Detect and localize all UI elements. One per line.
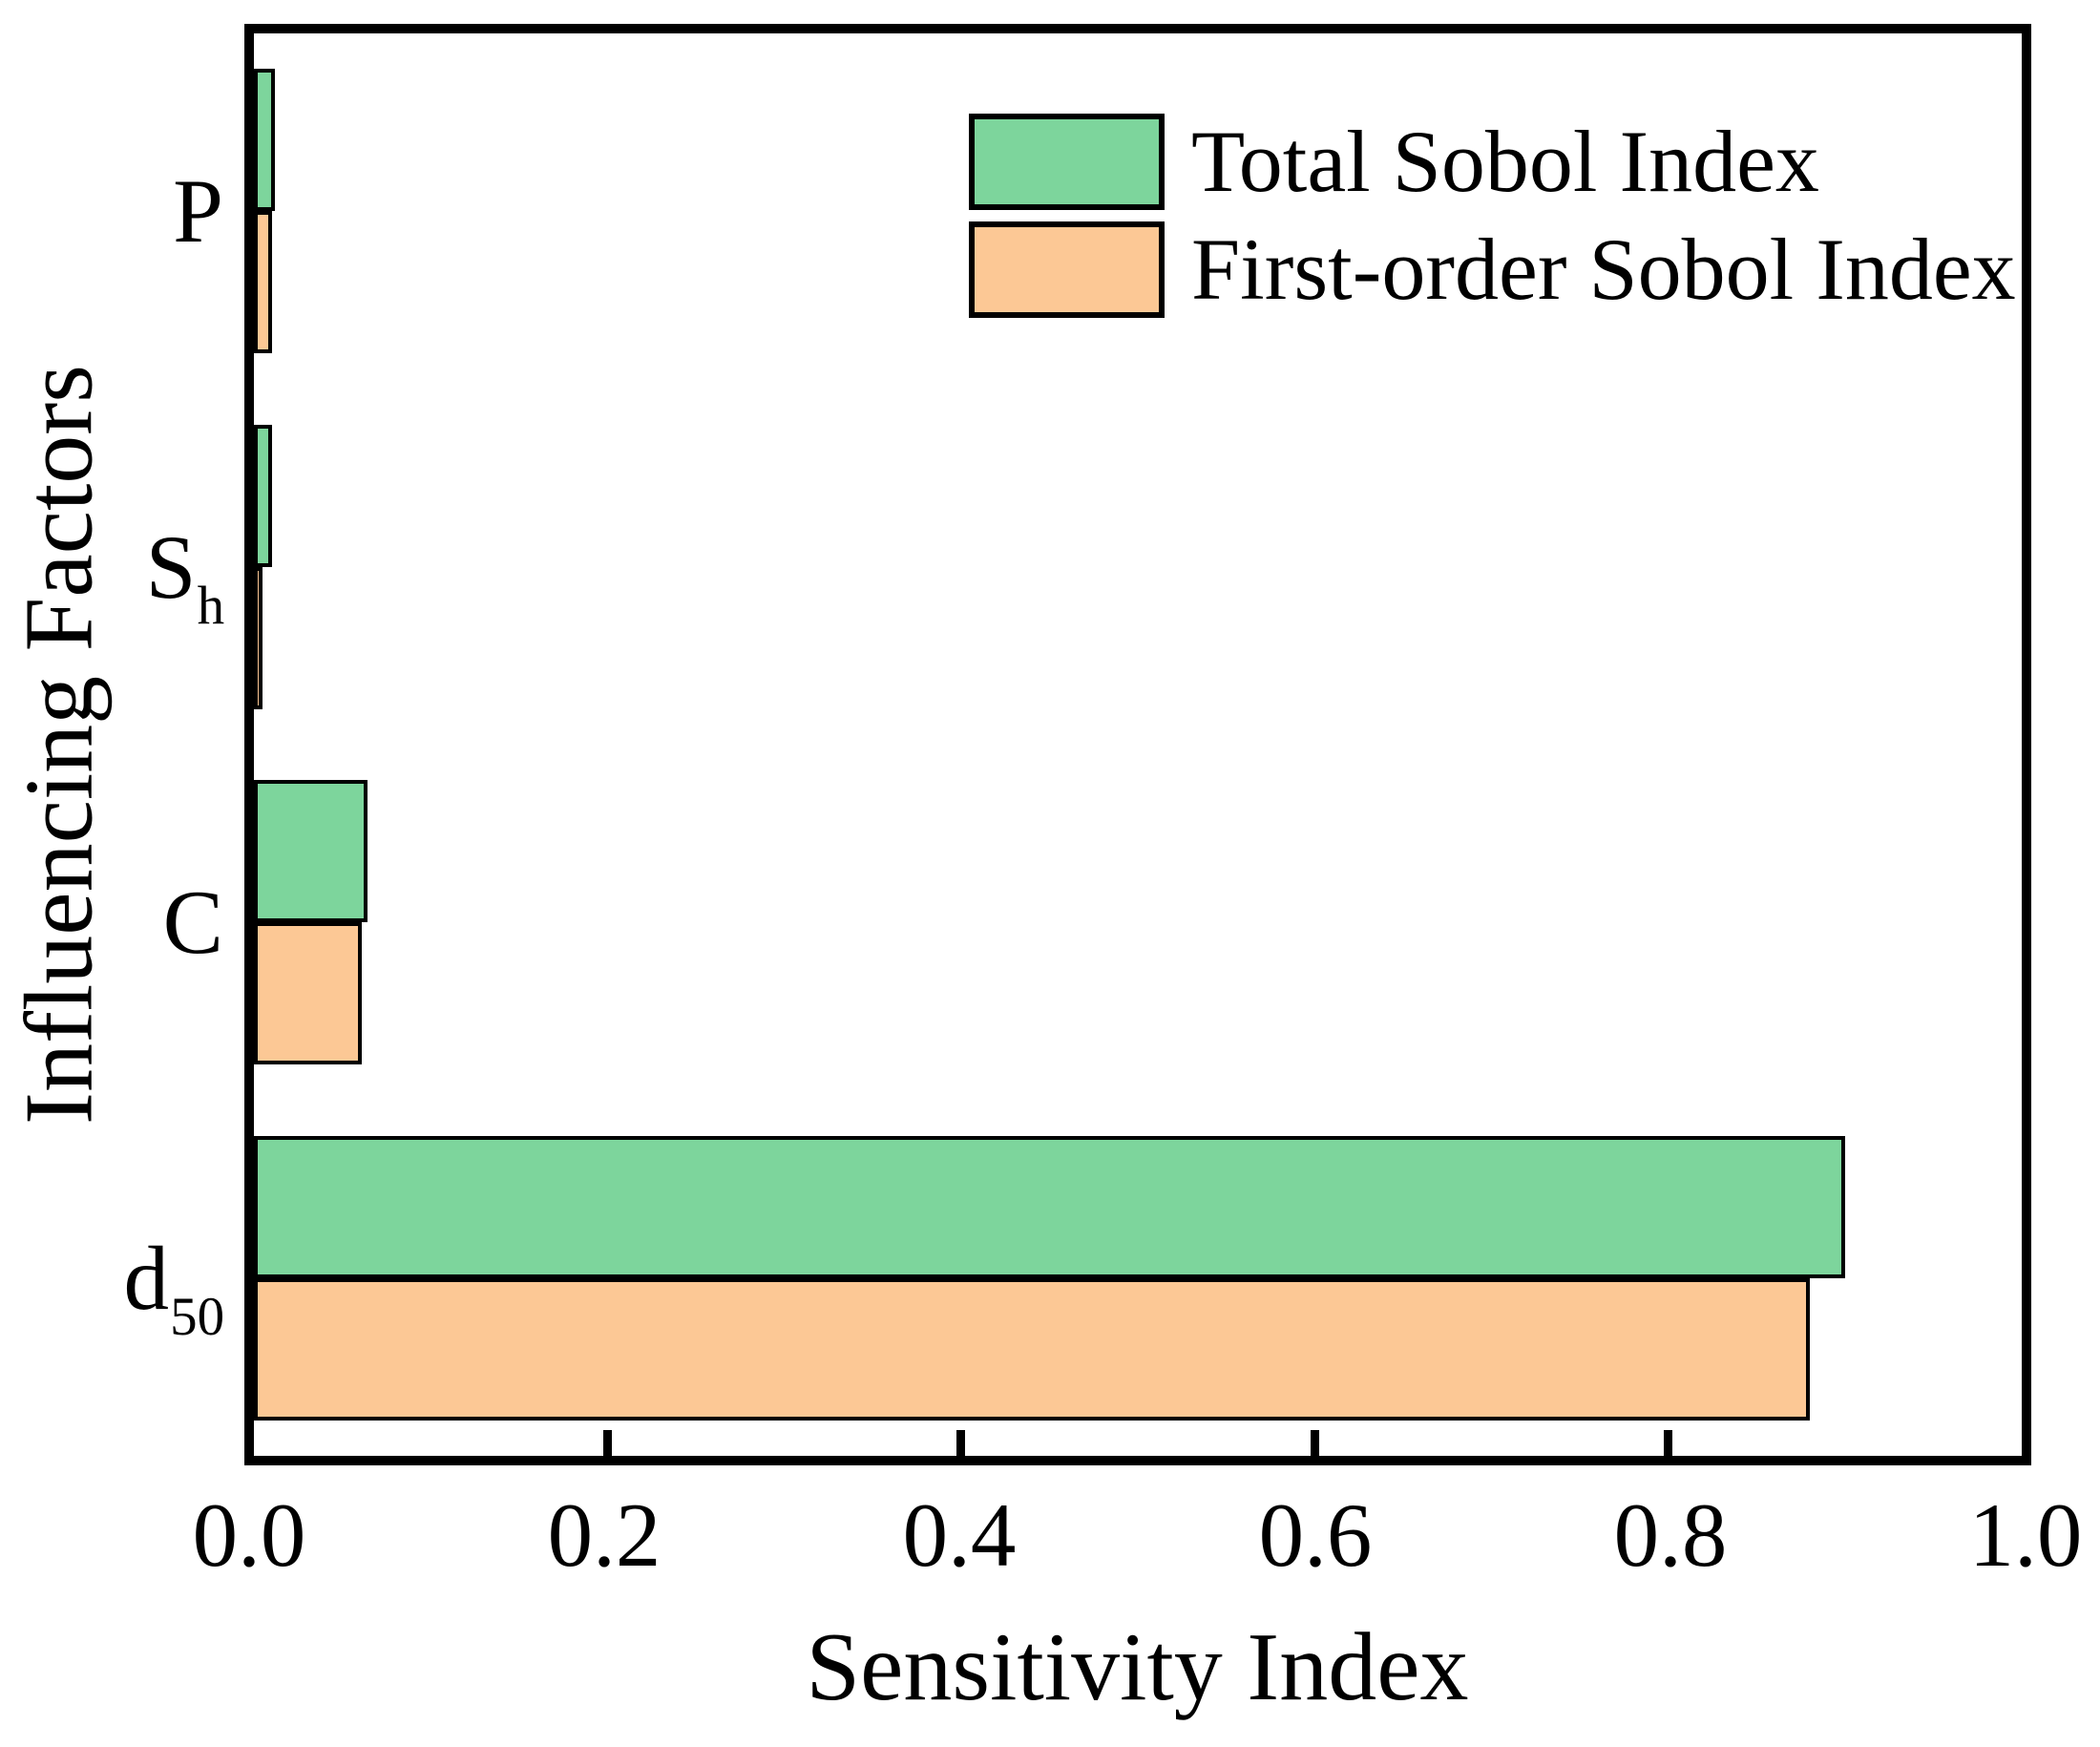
bar-first-order-P <box>254 211 272 353</box>
x-tick-0.6 <box>1311 1430 1319 1456</box>
y-tick-label-C: C <box>162 872 223 973</box>
bar-first-order-d50 <box>254 1278 1810 1421</box>
x-tick-label-0.8: 0.8 <box>1613 1484 1728 1586</box>
x-tick-label-1.0: 1.0 <box>1968 1484 2083 1586</box>
bar-first-order-Sh <box>254 567 262 709</box>
x-tick-0.2 <box>603 1430 612 1456</box>
x-tick-label-0.0: 0.0 <box>192 1484 306 1586</box>
x-tick-0.4 <box>956 1430 965 1456</box>
bar-total-C <box>254 780 368 922</box>
bar-first-order-C <box>254 922 362 1064</box>
bar-total-P <box>254 69 275 211</box>
plot-inner <box>254 33 2022 1456</box>
bar-total-d50 <box>254 1136 1845 1278</box>
y-tick-label-Sh: Sh <box>145 516 225 636</box>
y-tick-label-d50: d50 <box>123 1228 225 1347</box>
x-tick-label-0.4: 0.4 <box>902 1484 1017 1586</box>
x-tick-label-0.6: 0.6 <box>1258 1484 1373 1586</box>
legend-label-first-order: First-order Sobol Index <box>1191 221 2016 318</box>
x-tick-label-0.2: 0.2 <box>547 1484 662 1586</box>
x-tick-0.8 <box>1664 1430 1672 1456</box>
bar-total-Sh <box>254 425 272 567</box>
legend-swatch-first-order-icon <box>969 221 1165 318</box>
legend-swatch-total-sobol-icon <box>969 114 1165 210</box>
y-axis-title: Influencing Factors <box>5 365 114 1125</box>
y-tick-label-P: P <box>173 160 223 262</box>
legend-label-total-sobol: Total Sobol Index <box>1191 113 1819 210</box>
x-axis-title: Sensitivity Index <box>806 1613 1469 1721</box>
